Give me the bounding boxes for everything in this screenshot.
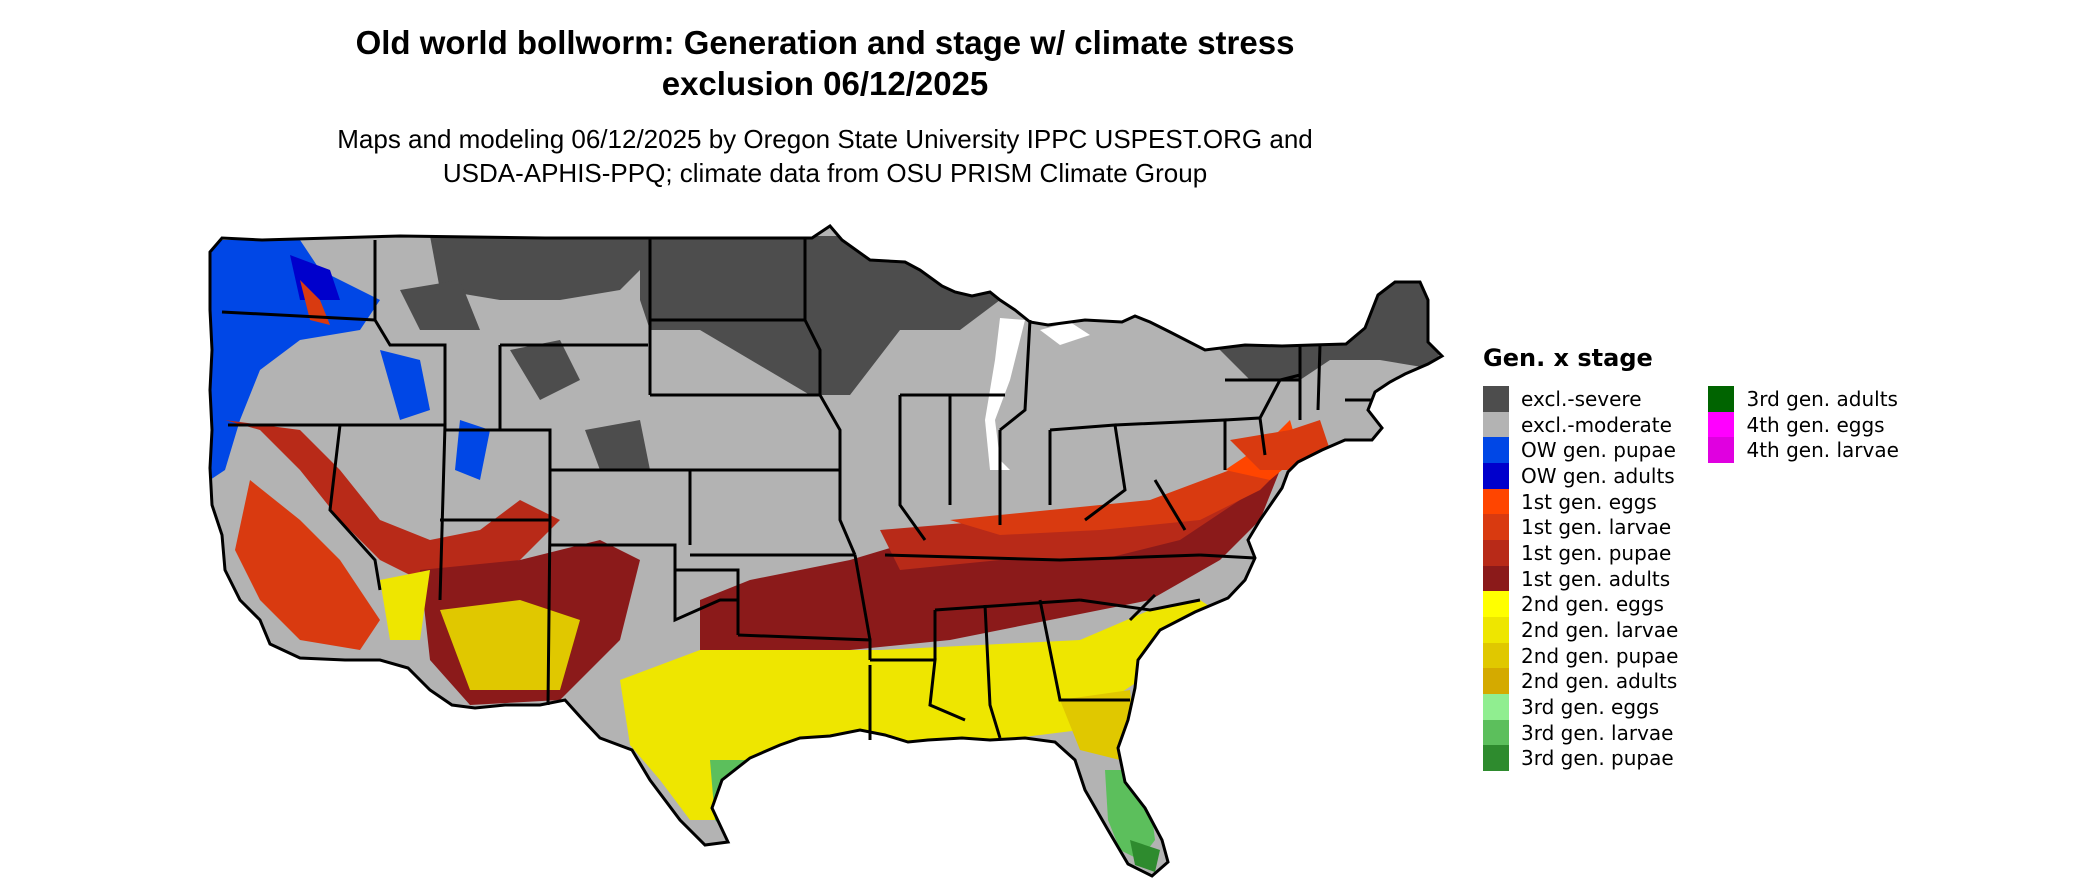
legend-swatch <box>1483 488 1509 515</box>
subtitle-line-1: Maps and modeling 06/12/2025 by Oregon S… <box>337 124 1313 154</box>
legend-swatch <box>1483 668 1509 695</box>
legend-item: 2nd gen. pupae <box>1483 642 1679 669</box>
legend-label: 1st gen. adults <box>1521 566 1671 591</box>
legend-item: OW gen. adults <box>1483 462 1678 489</box>
legend: Gen. x stage excl.-severe excl.-moderate O… <box>1483 344 1899 772</box>
legend-item: 2nd gen. eggs <box>1483 591 1678 618</box>
legend-swatch <box>1483 565 1509 592</box>
legend-label: 2nd gen. eggs <box>1521 592 1664 617</box>
legend-label: 2nd gen. adults <box>1521 669 1678 694</box>
legend-item: 1st gen. pupae <box>1483 539 1678 566</box>
map-title: Old world bollworm: Generation and stage… <box>0 22 1650 104</box>
legend-label: OW gen. adults <box>1521 463 1675 488</box>
legend-item: 3rd gen. larvae <box>1483 719 1678 746</box>
legend-swatch <box>1483 539 1509 566</box>
legend-item: 3rd gen. pupae <box>1483 745 1678 772</box>
legend-item: OW gen. pupae <box>1483 437 1678 464</box>
legend-label: OW gen. pupae <box>1521 438 1676 463</box>
legend-item: 2nd gen. adults <box>1483 668 1678 695</box>
legend-label: 1st gen. larvae <box>1521 515 1672 540</box>
legend-label: 3rd gen. adults <box>1746 386 1898 411</box>
legend-swatch <box>1483 617 1509 644</box>
legend-label: 1st gen. eggs <box>1521 489 1657 514</box>
legend-swatch <box>1483 514 1509 541</box>
subtitle-line-2: USDA-APHIS-PPQ; climate data from OSU PR… <box>442 158 1208 188</box>
legend-label: excl.-moderate <box>1521 412 1672 437</box>
legend-label: 3rd gen. larvae <box>1521 720 1674 745</box>
legend-swatch <box>1483 719 1509 746</box>
map-subtitle: Maps and modeling 06/12/2025 by Oregon S… <box>0 122 1650 190</box>
legend-item: 3rd gen. adults <box>1708 385 1898 412</box>
legend-item: 2nd gen. larvae <box>1483 617 1679 644</box>
legend-swatch <box>1708 411 1735 438</box>
legend-swatch <box>1708 437 1735 464</box>
title-line-1: Old world bollworm: Generation and stage… <box>355 24 1295 61</box>
legend-swatch <box>1483 591 1509 618</box>
us-phenology-map <box>208 224 1445 878</box>
legend-swatch <box>1483 385 1509 412</box>
legend-swatch <box>1483 411 1509 438</box>
legend-item: 3rd gen. eggs <box>1483 694 1678 721</box>
legend-swatch <box>1483 437 1509 464</box>
legend-swatch <box>1483 694 1509 721</box>
title-line-2: exclusion 06/12/2025 <box>661 65 989 102</box>
legend-item: 1st gen. adults <box>1483 565 1678 592</box>
legend-title: Gen. x stage <box>1483 344 1653 372</box>
legend-item: 4th gen. eggs <box>1708 411 1898 438</box>
legend-item: 1st gen. eggs <box>1483 488 1678 515</box>
legend-column-1: excl.-severe excl.-moderate OW gen. pupae O… <box>1483 385 1679 772</box>
legend-item: 1st gen. larvae <box>1483 514 1678 541</box>
legend-item: 4th gen. larvae <box>1708 437 1899 464</box>
legend-swatch <box>1708 385 1735 412</box>
legend-label: excl.-severe <box>1521 386 1642 411</box>
legend-label: 4th gen. eggs <box>1746 412 1885 437</box>
legend-label: 3rd gen. pupae <box>1521 746 1674 771</box>
legend-label: 4th gen. larvae <box>1746 438 1899 463</box>
legend-label: 3rd gen. eggs <box>1521 695 1660 720</box>
legend-item: excl.-severe <box>1483 385 1678 412</box>
legend-swatch <box>1483 642 1509 669</box>
legend-label: 2nd gen. larvae <box>1521 618 1679 643</box>
legend-column-2: 3rd gen. adults 4th gen. eggs 4th gen. lar… <box>1708 385 1899 771</box>
legend-item: excl.-moderate <box>1483 411 1678 438</box>
legend-swatch <box>1483 462 1509 489</box>
state-boundaries <box>208 224 1445 878</box>
legend-swatch <box>1483 745 1509 772</box>
legend-label: 1st gen. pupae <box>1521 540 1672 565</box>
legend-label: 2nd gen. pupae <box>1521 643 1679 668</box>
